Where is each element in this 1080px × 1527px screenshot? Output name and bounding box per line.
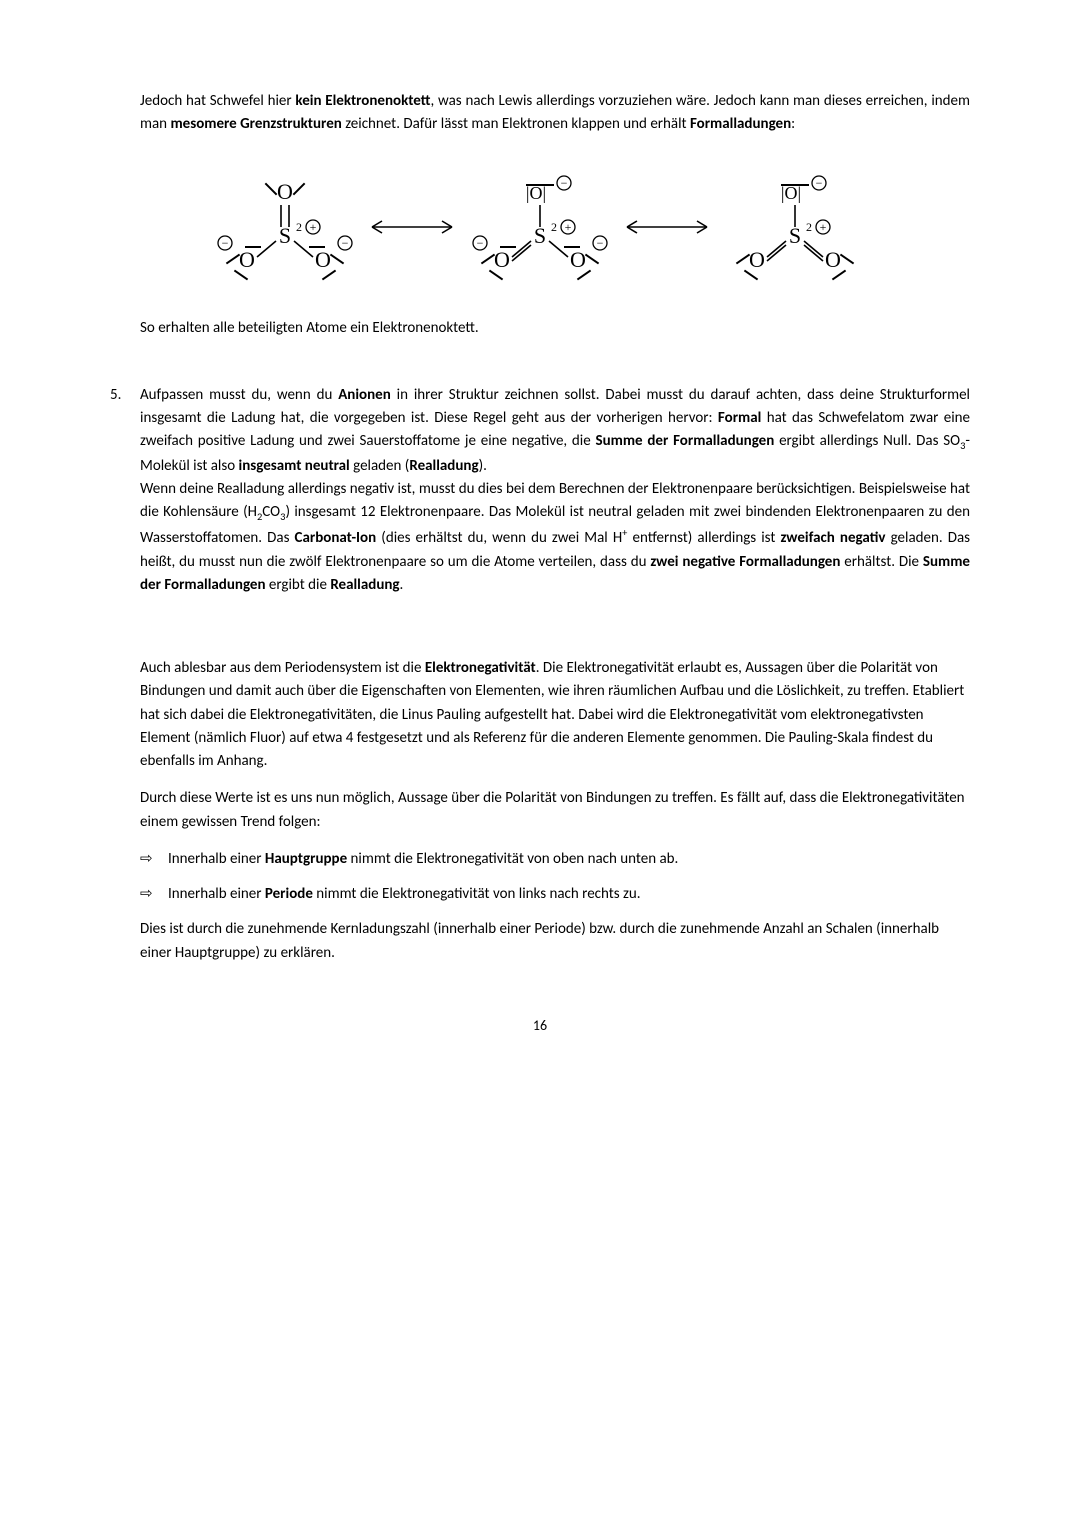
t: ergibt allerdings Null. Das SO xyxy=(774,432,960,450)
t: ergibt die xyxy=(266,576,331,594)
svg-text:−: − xyxy=(816,176,823,190)
t: ent­fernst) allerdings ist xyxy=(627,529,780,547)
svg-text:−: − xyxy=(342,236,349,250)
b: Elektronegativität xyxy=(425,659,536,677)
b: Carbonat-Ion xyxy=(295,529,377,547)
svg-text:−: − xyxy=(561,176,568,190)
t: Jedoch hat Schwefel hier xyxy=(140,92,295,110)
t: . xyxy=(400,576,404,594)
b: Hauptgruppe xyxy=(265,850,347,868)
para-en-intro: Auch ablesbar aus dem Periodensystem ist… xyxy=(140,657,970,773)
svg-text:+: + xyxy=(310,220,317,234)
list-number: 5. xyxy=(110,384,140,597)
svg-text:2: 2 xyxy=(296,220,302,234)
b: zweifach negativ xyxy=(780,529,885,547)
svg-text:2: 2 xyxy=(551,220,557,234)
t: : xyxy=(791,115,795,133)
t: Auch ablesbar aus dem Periodensystem ist… xyxy=(140,659,425,677)
list-item-5: 5. Aufpassen musst du, wenn du Anionen i… xyxy=(110,384,970,597)
t: (dies erhältst du, wenn du zwei Mal H xyxy=(376,529,622,547)
svg-text:−: − xyxy=(597,236,604,250)
svg-text:O: O xyxy=(570,247,586,272)
list-body: Aufpassen musst du, wenn du Anionen in i… xyxy=(140,384,970,597)
t: gela­den ( xyxy=(350,457,410,475)
svg-text:O: O xyxy=(277,179,293,204)
b: Realladung xyxy=(330,576,399,594)
b: zwei negative Formalladungen xyxy=(650,553,840,571)
para-explain: Dies ist durch die zunehmende Kernladung… xyxy=(140,918,970,965)
svg-text:2: 2 xyxy=(806,220,812,234)
t: ). xyxy=(479,457,487,475)
b: Periode xyxy=(265,885,313,903)
b: mesomere Grenzstrukturen xyxy=(170,115,341,133)
b: Formal xyxy=(718,409,761,427)
bullet-hauptgruppe: ⇨ Innerhalb einer Hauptgruppe nimmt die … xyxy=(140,848,970,871)
para-intro: Jedoch hat Schwefel hier kein Elektronen… xyxy=(140,90,970,137)
bullet-periode: ⇨ Innerhalb einer Periode nimmt die Elek… xyxy=(140,883,970,906)
t: nimmt die Elektronegativität von links n… xyxy=(313,885,641,903)
svg-text:O: O xyxy=(825,247,841,272)
resonance-diagram: S2+OO−O−S2+|O|−O−O−S2+|O|−OO xyxy=(140,157,940,287)
svg-text:O: O xyxy=(494,247,510,272)
svg-text:−: − xyxy=(222,236,229,250)
bullet-text: Innerhalb einer Hauptgruppe nimmt die El… xyxy=(168,848,970,871)
svg-text:O: O xyxy=(749,247,765,272)
bullet-text: Innerhalb einer Periode nimmt die Elektr… xyxy=(168,883,970,906)
t: zeich­net. Dafür lässt man Elektronen kl… xyxy=(342,115,690,133)
page-number: 16 xyxy=(110,1015,970,1037)
t: nimmt die Elektronegativität von oben na… xyxy=(347,850,678,868)
svg-text:O: O xyxy=(315,247,331,272)
arrow-icon: ⇨ xyxy=(140,883,168,906)
t: erhältst. Die xyxy=(840,553,922,571)
t: Aufpassen musst du, wenn du xyxy=(140,386,338,404)
t: CO xyxy=(262,503,280,521)
b: Summe der Formalladungen xyxy=(596,432,775,450)
b: Anionen xyxy=(338,386,391,404)
t: Innerhalb einer xyxy=(168,885,265,903)
b: insgesamt neutral xyxy=(239,457,350,475)
b: Realladung xyxy=(409,457,478,475)
svg-text:O: O xyxy=(239,247,255,272)
b: kein Elektronenoktett xyxy=(295,92,430,110)
t: Innerhalb einer xyxy=(168,850,265,868)
svg-text:+: + xyxy=(820,220,827,234)
para-octet: So erhalten alle beteiligten Atome ein E… xyxy=(140,317,970,340)
para-trend-intro: Durch diese Werte ist es uns nun möglich… xyxy=(140,787,970,834)
svg-text:−: − xyxy=(477,236,484,250)
arrow-icon: ⇨ xyxy=(140,848,168,871)
b: Formalladungen xyxy=(690,115,791,133)
svg-text:+: + xyxy=(565,220,572,234)
